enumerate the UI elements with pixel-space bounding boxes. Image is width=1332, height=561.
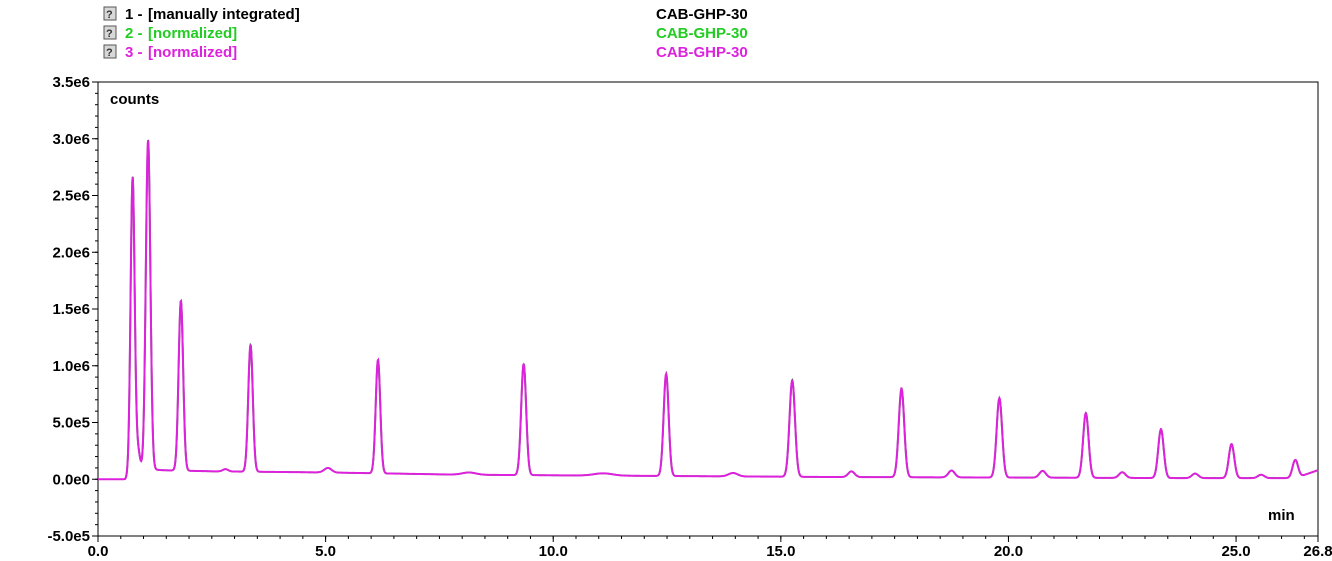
y-axis-label: counts (110, 91, 159, 108)
y-tick-label: 1.5e6 (52, 301, 90, 318)
y-tick-label: 0.0e0 (52, 471, 90, 488)
question-mark-glyph: ? (106, 47, 113, 59)
legend-number: 3 - (125, 44, 143, 61)
legend: ? 1 - [manually integrated] CAB-GHP-30 ?… (103, 6, 748, 61)
y-axis: 3.5e6 3.0e6 2.5e6 2.0e6 1.5e6 1.0e6 5.0e5 0.0e0… (47, 74, 98, 545)
x-axis-label: min (1268, 507, 1295, 524)
legend-number: 1 - (125, 6, 143, 23)
x-axis: 0.0 5.0 10.0 15.0 20.0 25.0 26.8 (88, 536, 1332, 560)
y-tick-label: 3.0e6 (52, 131, 90, 148)
x-tick-label: 10.0 (539, 543, 568, 560)
y-tick-label: 2.5e6 (52, 188, 90, 205)
x-tick-label: 5.0 (315, 543, 336, 560)
legend-series-name: [normalized] (148, 44, 237, 61)
x-tick-label: 20.0 (994, 543, 1023, 560)
unknown-status-icon (103, 25, 117, 40)
legend-sample-name: CAB-GHP-30 (656, 6, 748, 23)
series-layer (98, 139, 1319, 481)
legend-number: 2 - (125, 25, 143, 42)
y-tick-label: 1.0e6 (52, 358, 90, 375)
y-tick-label: 5.0e5 (52, 415, 90, 432)
x-tick-label: 0.0 (88, 543, 109, 560)
legend-series-name: [manually integrated] (148, 6, 300, 23)
y-tick-label: 3.5e6 (52, 74, 90, 91)
legend-sample-name: CAB-GHP-30 (656, 44, 748, 61)
series-line-3 (98, 140, 1319, 481)
y-tick-label: -5.0e5 (47, 528, 90, 545)
plot-area (97, 81, 1319, 537)
unknown-status-icon (103, 44, 117, 59)
question-mark-glyph: ? (106, 9, 113, 21)
legend-entry-2[interactable]: ? 2 - [normalized] CAB-GHP-30 (103, 25, 748, 42)
legend-series-name: [normalized] (148, 25, 237, 42)
question-mark-glyph: ? (106, 28, 113, 40)
x-tick-label: 25.0 (1221, 543, 1250, 560)
legend-entry-1[interactable]: ? 1 - [manually integrated] CAB-GHP-30 (103, 6, 748, 23)
legend-sample-name: CAB-GHP-30 (656, 25, 748, 42)
legend-entry-3[interactable]: ? 3 - [normalized] CAB-GHP-30 (103, 44, 748, 61)
x-tick-label: 26.8 (1303, 543, 1332, 560)
x-tick-label: 15.0 (766, 543, 795, 560)
unknown-status-icon (103, 6, 117, 21)
y-tick-label: 2.0e6 (52, 244, 90, 261)
